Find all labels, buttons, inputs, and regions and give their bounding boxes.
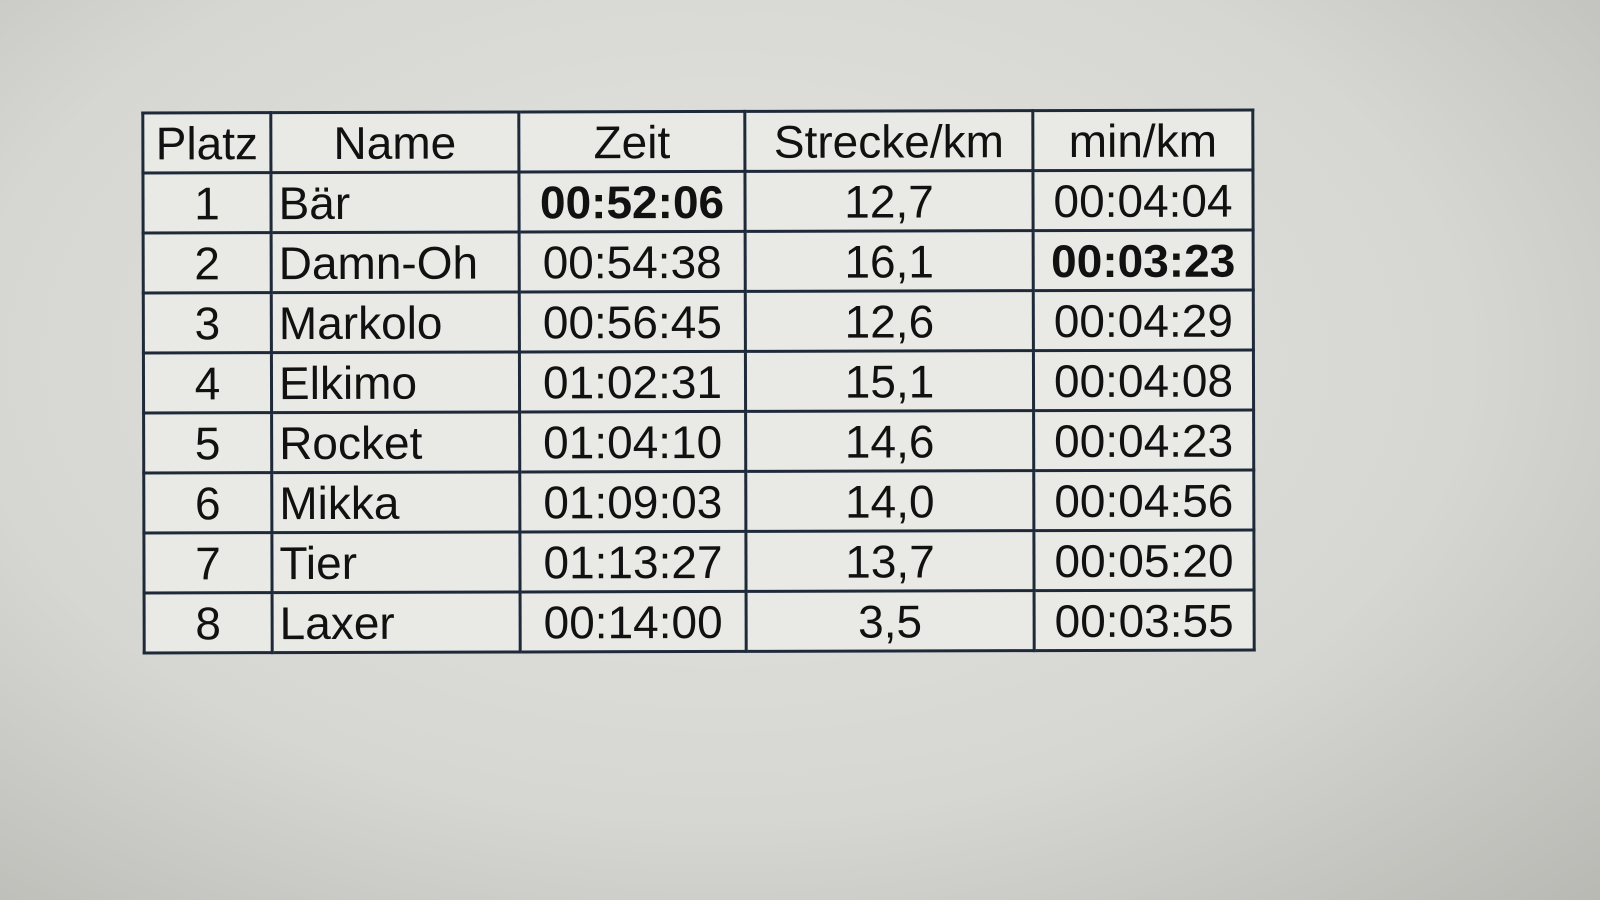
cell-platz: 8 (144, 592, 273, 653)
cell-strecke: 16,1 (745, 230, 1034, 292)
cell-zeit: 00:56:45 (519, 291, 746, 352)
table-row: 5 Rocket 01:04:10 14,6 00:04:23 (143, 410, 1254, 473)
table-row: 7 Tier 01:13:27 13,7 00:05:20 (143, 530, 1255, 593)
cell-zeit: 01:04:10 (519, 411, 746, 472)
cell-name: Mikka (271, 471, 520, 533)
cell-pace: 00:03:23 (1033, 230, 1254, 291)
cell-name: Laxer (272, 591, 521, 653)
cell-name: Rocket (271, 411, 520, 473)
table-row: 1 Bär 00:52:06 12,7 00:04:04 (142, 170, 1254, 233)
cell-zeit: 00:54:38 (519, 231, 746, 292)
header-pace: min/km (1032, 110, 1253, 171)
cell-pace: 00:04:08 (1033, 350, 1254, 411)
table-row: 2 Damn-Oh 00:54:38 16,1 00:03:23 (143, 230, 1254, 293)
header-name: Name (270, 111, 519, 173)
table-row: 8 Laxer 00:14:00 3,5 00:03:55 (144, 590, 1255, 653)
cell-zeit: 00:14:00 (520, 591, 747, 652)
header-zeit: Zeit (518, 111, 745, 172)
cell-name: Bär (270, 171, 520, 233)
cell-platz: 4 (143, 352, 272, 413)
cell-strecke: 3,5 (746, 590, 1035, 652)
cell-pace: 00:04:56 (1033, 470, 1254, 531)
cell-platz: 6 (143, 472, 272, 533)
cell-name: Damn-Oh (271, 231, 520, 293)
table-row: 3 Markolo 00:56:45 12,6 00:04:29 (143, 290, 1254, 353)
cell-pace: 00:03:55 (1034, 590, 1255, 651)
cell-strecke: 13,7 (745, 530, 1035, 592)
cell-strecke: 12,6 (745, 290, 1034, 352)
cell-platz: 1 (142, 172, 272, 233)
cell-platz: 7 (143, 532, 273, 593)
cell-strecke: 14,0 (745, 470, 1034, 532)
cell-pace: 00:05:20 (1033, 530, 1255, 591)
results-table: Platz Name Zeit Strecke/km min/km 1 Bär 00… (141, 108, 1256, 655)
table-row: 4 Elkimo 01:02:31 15,1 00:04:08 (143, 350, 1254, 413)
cell-platz: 3 (143, 292, 272, 353)
cell-strecke: 12,7 (744, 170, 1034, 232)
cell-zeit: 01:02:31 (519, 351, 746, 412)
cell-platz: 2 (143, 232, 272, 293)
cell-pace: 00:04:29 (1033, 290, 1254, 351)
cell-zeit: 01:09:03 (519, 471, 746, 532)
header-row: Platz Name Zeit Strecke/km min/km (142, 110, 1253, 173)
header-platz: Platz (142, 112, 271, 173)
header-strecke: Strecke/km (744, 110, 1033, 172)
cell-pace: 00:04:04 (1032, 170, 1254, 231)
cell-name: Elkimo (271, 351, 520, 413)
cell-zeit: 01:13:27 (519, 531, 747, 592)
cell-strecke: 15,1 (745, 350, 1034, 412)
cell-name: Tier (271, 531, 521, 593)
cell-name: Markolo (271, 291, 520, 353)
table-row: 6 Mikka 01:09:03 14,0 00:04:56 (143, 470, 1254, 533)
cell-pace: 00:04:23 (1033, 410, 1254, 471)
cell-zeit: 00:52:06 (518, 171, 746, 232)
cell-platz: 5 (143, 412, 272, 473)
cell-strecke: 14,6 (745, 410, 1034, 472)
